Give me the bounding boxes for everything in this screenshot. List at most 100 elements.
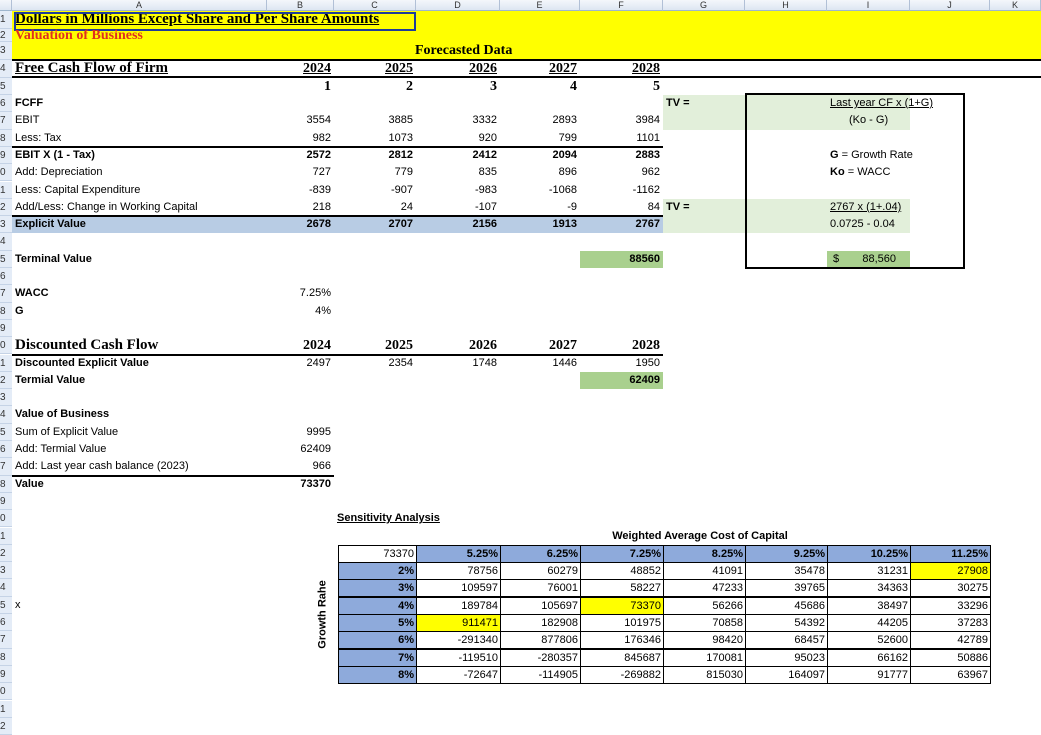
fcff-value[interactable]: 2707 <box>388 218 413 231</box>
sensitivity-value[interactable]: 66162 <box>827 648 911 667</box>
fcff-row-label[interactable]: Add/Less: Change in Working Capital <box>15 200 198 213</box>
fcff-value[interactable]: 2678 <box>306 218 331 231</box>
row-header[interactable]: 3 <box>0 389 12 407</box>
fcff-row-label[interactable]: Explicit Value <box>15 218 86 231</box>
discounted-explicit-value[interactable]: 1950 <box>635 356 660 369</box>
wacc-header[interactable]: 11.25% <box>910 544 991 563</box>
year-header[interactable]: 2028 <box>632 61 660 76</box>
sensitivity-value[interactable]: 56266 <box>663 596 746 615</box>
sensitivity-value[interactable]: 170081 <box>663 648 746 667</box>
row-header[interactable]: 8 <box>0 129 12 147</box>
sensitivity-value[interactable]: 73370 <box>580 596 664 615</box>
period-number[interactable]: 5 <box>653 79 660 94</box>
row-header[interactable]: 6 <box>0 95 12 113</box>
row-header[interactable]: 1 <box>0 11 12 29</box>
sensitivity-value[interactable]: 95023 <box>745 648 828 667</box>
fcff-value[interactable]: 779 <box>394 166 413 179</box>
sensitivity-value[interactable]: 176346 <box>580 631 664 650</box>
growth-header[interactable]: 8% <box>338 665 417 684</box>
row-header[interactable]: 9 <box>0 319 12 338</box>
sensitivity-value[interactable]: 48852 <box>580 562 664 581</box>
row-header[interactable]: 0 <box>0 510 12 528</box>
fcff-value[interactable]: -1162 <box>632 183 660 196</box>
fcff-value[interactable]: 799 <box>558 131 577 144</box>
dcf-year[interactable]: 2028 <box>632 338 660 354</box>
column-header-E[interactable]: E <box>500 0 580 11</box>
wacc-header[interactable]: 9.25% <box>745 544 828 563</box>
column-header-A[interactable]: A <box>12 0 267 11</box>
row-header[interactable]: 2 <box>0 717 12 735</box>
sensitivity-value[interactable]: -269882 <box>580 665 664 684</box>
fcff-value[interactable]: 218 <box>312 200 331 213</box>
sensitivity-value[interactable]: 189784 <box>416 596 501 615</box>
fcff-value[interactable]: 982 <box>312 131 331 144</box>
wacc-header[interactable]: 7.25% <box>580 544 664 563</box>
column-header-D[interactable]: D <box>416 0 500 11</box>
terminal-value[interactable]: 88560 <box>629 252 660 265</box>
valuation-subtitle[interactable]: Valuation of Business <box>15 28 143 43</box>
row-header[interactable]: 4 <box>0 60 12 78</box>
dcf-year[interactable]: 2027 <box>549 338 577 354</box>
fcff-value[interactable]: 1073 <box>388 131 413 144</box>
value-row-label[interactable]: Sum of Explicit Value <box>15 425 119 438</box>
row-header[interactable]: 1 <box>0 527 12 545</box>
fcff-value[interactable]: 2572 <box>306 148 331 161</box>
fcff-value[interactable]: 920 <box>478 131 497 144</box>
value-row-value[interactable]: 9995 <box>306 425 331 438</box>
sensitivity-value[interactable]: 35478 <box>745 562 828 581</box>
fcff-value[interactable]: 2412 <box>472 148 497 161</box>
value-row-value[interactable]: 966 <box>312 460 331 473</box>
column-header-B[interactable]: B <box>267 0 334 11</box>
sensitivity-value[interactable]: 30275 <box>910 579 991 598</box>
discounted-explicit-value[interactable]: 2354 <box>388 356 413 369</box>
sensitivity-value[interactable]: -291340 <box>416 631 501 650</box>
year-header[interactable]: 2026 <box>469 61 497 76</box>
column-header-I[interactable]: I <box>827 0 910 11</box>
row-header[interactable]: 1 <box>0 181 12 199</box>
year-header[interactable]: 2027 <box>549 61 577 76</box>
growth-header[interactable]: 4% <box>338 596 417 615</box>
dcf-terminal-label[interactable]: Termial Value <box>15 373 86 386</box>
row-header[interactable]: 0 <box>0 683 12 701</box>
row-header[interactable]: 2 <box>0 198 12 217</box>
row-header[interactable]: 3 <box>0 42 12 60</box>
row-header[interactable]: 0 <box>0 337 12 355</box>
sensitivity-value[interactable]: 63967 <box>910 665 991 684</box>
row-header[interactable]: 8 <box>0 648 12 666</box>
growth-header[interactable]: 3% <box>338 579 417 598</box>
sensitivity-value[interactable]: 39765 <box>745 579 828 598</box>
fcff-value[interactable]: 3554 <box>306 114 331 127</box>
sensitivity-value[interactable]: 27908 <box>910 562 991 581</box>
fcff-value[interactable]: -1068 <box>548 183 577 196</box>
sensitivity-value[interactable]: 105697 <box>500 596 581 615</box>
row-header[interactable]: 5 <box>0 78 12 95</box>
row-header[interactable]: 7 <box>0 285 12 303</box>
column-header-G[interactable]: G <box>663 0 745 11</box>
sensitivity-value[interactable]: 44205 <box>827 614 911 632</box>
row-header[interactable]: 6 <box>0 268 12 286</box>
fcff-value[interactable]: 3332 <box>472 114 497 127</box>
row-header[interactable]: 6 <box>0 614 12 632</box>
fcff-value[interactable]: 2893 <box>552 114 577 127</box>
sensitivity-value[interactable]: 54392 <box>745 614 828 632</box>
sensitivity-value[interactable]: 33296 <box>910 596 991 615</box>
column-header-H[interactable]: H <box>745 0 827 11</box>
fcff-value[interactable]: -907 <box>390 183 413 196</box>
sensitivity-value[interactable]: 31231 <box>827 562 911 581</box>
sensitivity-value[interactable]: 91777 <box>827 665 911 684</box>
tv-label[interactable]: TV = <box>666 97 690 109</box>
row-header[interactable]: 7 <box>0 458 12 476</box>
row-header[interactable]: 4 <box>0 233 12 251</box>
sensitivity-title[interactable]: Sensitivity Analysis <box>337 512 440 525</box>
tv-calc-numerator[interactable]: 2767 x (1+.04) <box>830 200 902 213</box>
fcff-value[interactable]: 896 <box>558 166 577 179</box>
fcff-value[interactable]: 3984 <box>635 114 660 127</box>
g-definition[interactable]: G = Growth Rate <box>827 147 987 164</box>
row-header[interactable]: 1 <box>0 354 12 372</box>
row-header[interactable]: 1 <box>0 700 12 718</box>
value-total[interactable]: 73370 <box>300 477 331 490</box>
period-number[interactable]: 2 <box>406 79 413 94</box>
sensitivity-value[interactable]: 845687 <box>580 648 664 667</box>
sensitivity-value[interactable]: 52600 <box>827 631 911 650</box>
